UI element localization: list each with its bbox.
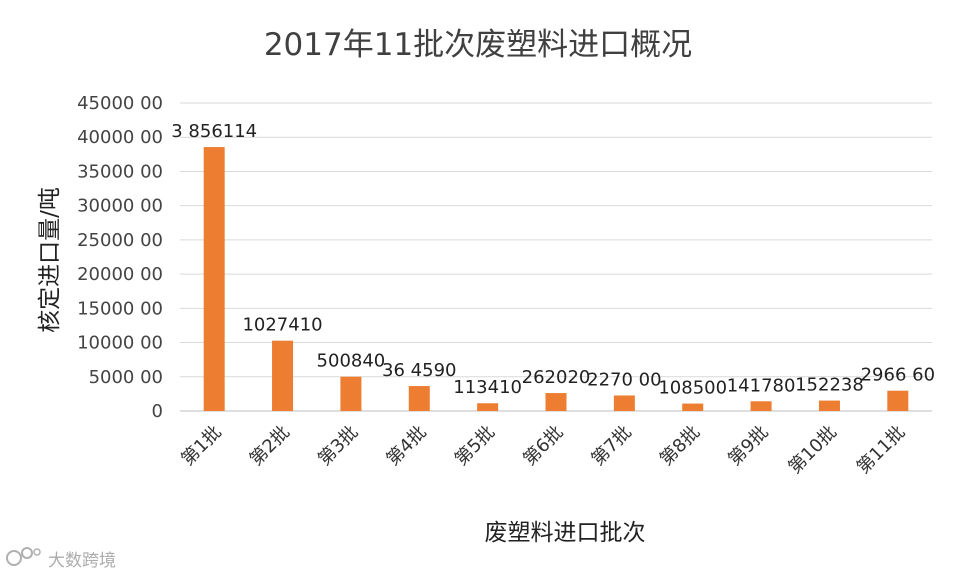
x-tick-label: 第8批 — [656, 422, 704, 470]
data-label: 2270 00 — [587, 369, 661, 390]
y-tick-label: 5000 00 — [89, 367, 163, 388]
data-label: 1027410 — [242, 315, 322, 336]
bar — [818, 400, 840, 411]
watermark: 大数跨境 — [6, 547, 116, 571]
x-tick-label: 第4批 — [382, 422, 430, 470]
x-tick-label: 第2批 — [246, 422, 294, 470]
bar — [682, 403, 704, 411]
x-axis-ticks: 第1批 第2批 第3批 第4批 第5批 第6批 第7批 第8批 第9批 第10批 第11批 — [177, 422, 909, 479]
y-tick-label: 40000 00 — [77, 127, 163, 148]
x-tick-label: 第5批 — [451, 422, 499, 470]
data-label: 262020 — [522, 367, 591, 388]
bar — [340, 376, 362, 411]
x-axis-label: 废塑料进口批次 — [485, 520, 646, 546]
y-tick-label: 45000 00 — [77, 93, 163, 114]
y-axis-label: 核定进口量/吨 — [37, 187, 63, 333]
y-tick-label: 35000 00 — [77, 161, 163, 182]
bar — [272, 340, 294, 411]
y-tick-label: 10000 00 — [77, 333, 163, 354]
y-tick-label: 25000 00 — [77, 230, 163, 251]
bars — [203, 147, 909, 411]
bar — [750, 401, 772, 411]
data-label: 152238 — [795, 375, 864, 396]
x-tick-label: 第11批 — [853, 422, 910, 479]
watermark-text: 大数跨境 — [48, 551, 116, 571]
x-tick-label: 第3批 — [314, 422, 362, 470]
x-tick-label: 第10批 — [784, 422, 841, 479]
brand-logo-icon — [6, 547, 41, 566]
x-tick-label: 第6批 — [519, 422, 567, 470]
gridlines — [180, 102, 932, 378]
y-tick-label: 0 — [152, 401, 163, 422]
data-label: 3 856114 — [171, 121, 257, 142]
x-tick-label: 第7批 — [587, 422, 635, 470]
bar — [408, 386, 430, 411]
data-label: 2966 60 — [861, 365, 935, 386]
x-tick-label: 第1批 — [177, 422, 225, 470]
x-tick-label: 第9批 — [724, 422, 772, 470]
bar — [545, 393, 567, 411]
bar — [203, 147, 225, 411]
y-tick-label: 15000 00 — [77, 298, 163, 319]
data-label: 113410 — [453, 377, 522, 398]
data-label: 141780 — [727, 375, 796, 396]
data-label: 108500 — [658, 378, 727, 399]
chart-title: 2017年11批次废塑料进口概况 — [264, 27, 692, 63]
data-label: 500840 — [317, 351, 386, 372]
y-axis-ticks: 0 5000 00 10000 00 15000 00 20000 00 25000 00… — [77, 93, 163, 422]
y-tick-label: 20000 00 — [77, 264, 163, 285]
bar — [887, 390, 909, 411]
bar — [613, 395, 635, 411]
bar — [477, 403, 499, 411]
y-tick-label: 30000 00 — [77, 196, 163, 217]
data-label: 36 4590 — [382, 360, 456, 381]
